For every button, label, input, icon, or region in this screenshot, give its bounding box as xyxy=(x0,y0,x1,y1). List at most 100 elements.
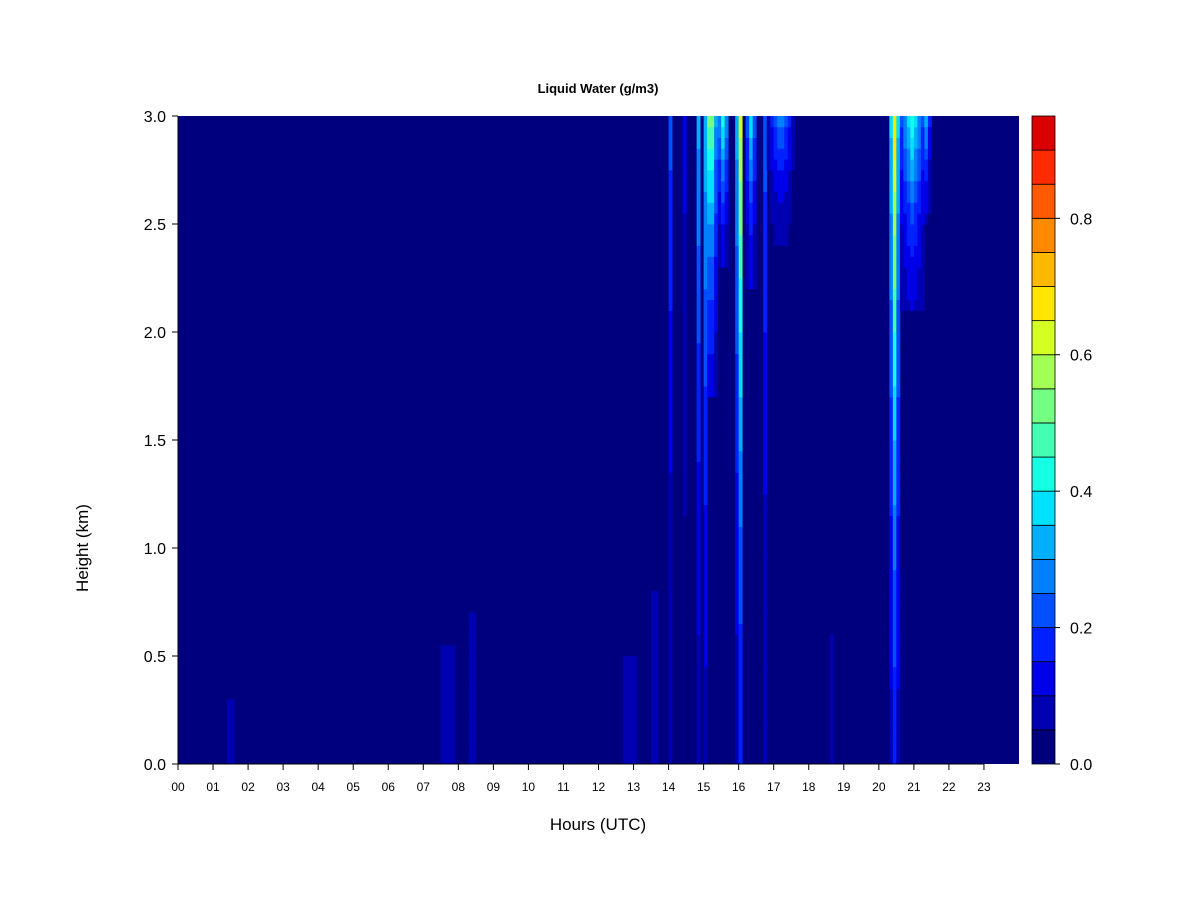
heatmap-cell xyxy=(703,450,708,462)
heatmap-cell xyxy=(773,126,778,138)
heatmap-cell xyxy=(906,245,911,257)
heatmap-cell xyxy=(889,494,894,506)
heatmap-cell xyxy=(714,180,719,192)
heatmap-cell xyxy=(752,159,757,171)
heatmap-cell xyxy=(889,548,894,560)
heatmap-cell xyxy=(920,278,925,290)
heatmap-cell xyxy=(630,753,634,765)
heatmap-cell xyxy=(920,180,925,192)
x-tick-label: 07 xyxy=(417,780,431,794)
heatmap-cell xyxy=(710,256,715,268)
heatmap-cell xyxy=(910,116,915,128)
heatmap-cell xyxy=(780,159,785,171)
heatmap-cell xyxy=(696,364,701,376)
heatmap-cell xyxy=(682,364,687,376)
heatmap-cell xyxy=(913,245,918,257)
heatmap-cell xyxy=(896,321,901,333)
colorbar-swatch xyxy=(1031,354,1056,390)
heatmap-cell xyxy=(917,256,922,268)
heatmap-cell xyxy=(668,267,673,279)
heatmap-cell xyxy=(738,548,743,560)
heatmap-cell xyxy=(633,656,638,668)
heatmap-cell xyxy=(707,224,712,236)
heatmap-cell xyxy=(738,645,743,657)
heatmap-cell xyxy=(707,353,712,365)
heatmap-cell xyxy=(668,710,673,722)
heatmap-cell xyxy=(770,202,775,214)
heatmap-cell xyxy=(654,656,659,668)
heatmap-cell xyxy=(626,688,631,700)
heatmap-cell xyxy=(770,116,775,128)
heatmap-cell xyxy=(780,180,785,192)
heatmap-cell xyxy=(735,180,740,192)
heatmap-cell xyxy=(472,666,477,678)
heatmap-cell xyxy=(735,299,740,311)
heatmap-cell xyxy=(777,180,782,192)
heatmap-cell xyxy=(696,688,701,700)
heatmap-cell xyxy=(735,429,740,441)
heatmap-cell xyxy=(724,213,729,225)
heatmap-cell xyxy=(668,569,673,581)
heatmap-cell xyxy=(735,353,740,365)
heatmap-cell xyxy=(703,623,708,635)
heatmap-cell xyxy=(703,548,708,560)
heatmap-cell xyxy=(752,256,757,268)
heatmap-cell xyxy=(787,137,792,149)
heatmap-cell xyxy=(738,461,743,473)
heatmap-cell xyxy=(721,256,726,268)
heatmap-cell xyxy=(896,645,901,657)
heatmap-cell xyxy=(889,170,894,182)
heatmap-cell xyxy=(717,148,722,160)
heatmap-cell xyxy=(745,170,750,182)
plot-area xyxy=(178,116,1019,765)
heatmap-cell xyxy=(917,213,922,225)
heatmap-cell xyxy=(696,699,701,711)
heatmap-cell xyxy=(892,461,897,473)
heatmap-cell xyxy=(927,180,932,192)
heatmap-cell xyxy=(230,731,235,743)
heatmap-cell xyxy=(903,267,908,279)
heatmap-cell xyxy=(745,159,750,171)
heatmap-cell xyxy=(714,386,719,398)
heatmap-cell xyxy=(703,159,708,171)
heatmap-cell xyxy=(696,515,701,527)
heatmap-cell xyxy=(899,213,904,225)
heatmap-cell xyxy=(784,159,789,171)
heatmap-cell xyxy=(721,170,726,182)
heatmap-cell xyxy=(773,148,778,160)
heatmap-cell xyxy=(896,450,901,462)
heatmap-cell xyxy=(745,234,750,246)
heatmap-cell xyxy=(447,688,452,700)
heatmap-cell xyxy=(738,375,743,387)
heatmap-cell xyxy=(696,602,701,614)
heatmap-cell xyxy=(703,332,708,344)
heatmap-cell xyxy=(791,159,796,171)
heatmap-cell xyxy=(773,202,778,214)
heatmap-cell xyxy=(735,461,740,473)
heatmap-cell xyxy=(472,612,477,624)
heatmap-cell xyxy=(763,396,768,408)
heatmap-cell xyxy=(682,170,687,182)
heatmap-cell xyxy=(735,321,740,333)
heatmap-cell xyxy=(651,677,655,689)
heatmap-cell xyxy=(745,245,750,257)
heatmap-cell xyxy=(889,429,894,441)
heatmap-cell xyxy=(896,483,901,495)
heatmap-cell xyxy=(917,278,922,290)
heatmap-cell xyxy=(633,688,638,700)
heatmap-cell xyxy=(889,602,894,614)
heatmap-cell xyxy=(917,224,922,236)
heatmap-cell xyxy=(630,677,634,689)
heatmap-cell xyxy=(623,688,627,700)
heatmap-cell xyxy=(696,483,701,495)
heatmap-cell xyxy=(896,720,901,732)
heatmap-cell xyxy=(889,666,894,678)
heatmap-cell xyxy=(738,569,743,581)
heatmap-cell xyxy=(696,267,701,279)
heatmap-cell xyxy=(703,558,708,570)
heatmap-cell xyxy=(889,440,894,452)
heatmap-cell xyxy=(654,742,659,754)
heatmap-cell xyxy=(668,731,673,743)
heatmap-cell xyxy=(927,126,932,138)
heatmap-cell xyxy=(682,353,687,365)
